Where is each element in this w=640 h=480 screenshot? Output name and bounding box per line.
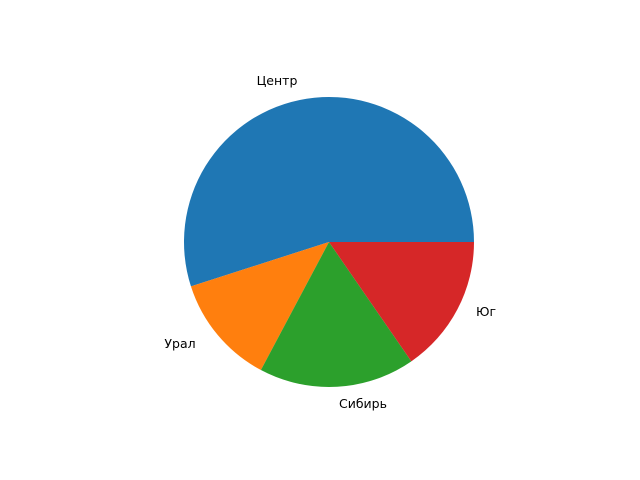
pie-slice-2[interactable] [190, 242, 329, 371]
pie-slice-label-1: Центр [256, 73, 298, 89]
pie-slice-3[interactable] [260, 242, 412, 387]
pie-slice-4[interactable] [329, 242, 474, 362]
pie-slice-group [183, 97, 474, 387]
pie-slice-1[interactable] [183, 97, 474, 287]
pie-slice-label-4: Юг [475, 304, 497, 320]
pie-slice-label-2: Урал [164, 336, 196, 352]
pie-slice-label-3: Сибирь [339, 396, 387, 412]
